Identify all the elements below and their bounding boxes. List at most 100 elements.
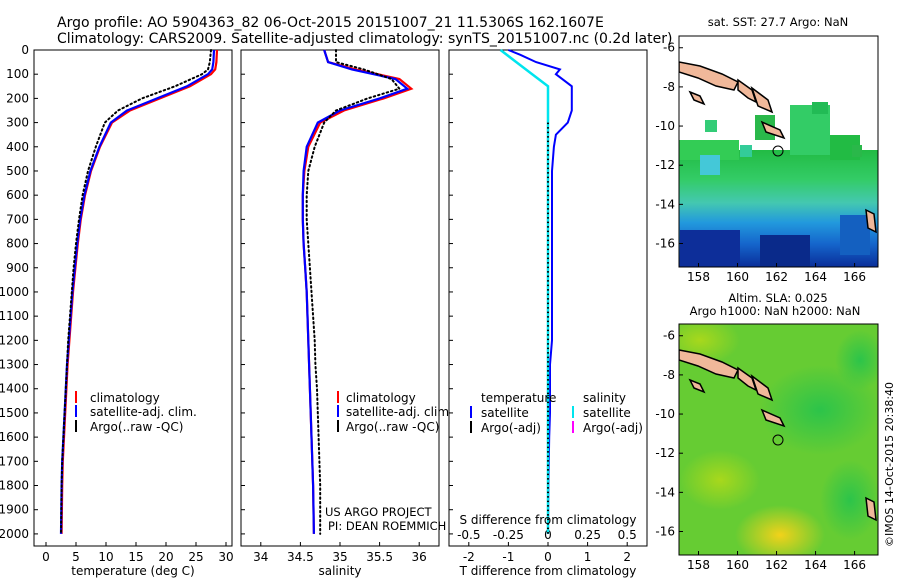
x-tick-label: 0: [42, 550, 50, 564]
map-x-tick-label: 166: [843, 270, 866, 284]
y-tick-label: 500: [6, 164, 29, 178]
diff-salinity-satellite-line: [499, 49, 550, 534]
sla-land-solomon-main: [679, 349, 740, 379]
x-tick-label: 10: [98, 550, 113, 564]
map-y-tick-label: -16: [655, 237, 675, 251]
y-tick-label: 1200: [0, 333, 29, 347]
legend-swatch-climatology-s: [337, 391, 339, 403]
x-tick-label: 20: [158, 550, 173, 564]
difference-panel: -2 -1 0 1 2 -0.5 -0.25 0 0.25 0.5 S difference fr…: [448, 49, 648, 578]
sla-field-low-east: [835, 330, 878, 390]
y-tick-label: 0: [21, 43, 29, 57]
y-tick-label: 1500: [0, 406, 29, 420]
s-diff-tick-label: 0.25: [574, 528, 601, 542]
sla-map-ticks: 158 160 162 164 166 -6 -8 -10 -12 -14 -16: [655, 329, 866, 572]
x-tick-label: 2: [623, 550, 631, 564]
y-tick-label: 1700: [0, 454, 29, 468]
y-tick-label: 1600: [0, 430, 29, 444]
sst-land-solomon-c: [750, 85, 774, 114]
difference-series: [499, 49, 573, 534]
y-tick-label: 2000: [0, 527, 29, 541]
sst-map-title: sat. SST: 27.7 Argo: NaN: [708, 15, 849, 29]
map-y-tick-label: -16: [655, 525, 675, 539]
x-tick-label: 1: [584, 550, 592, 564]
sst-land-solomon-main: [679, 61, 740, 91]
difference-xticks: -2 -1 0 1 2 -0.5 -0.25 0 0.25 0.5: [457, 528, 637, 564]
sla-land-solomon-b: [737, 366, 758, 392]
map-x-tick-label: 162: [765, 558, 788, 572]
map-x-tick-label: 164: [804, 270, 827, 284]
x-tick-label: 30: [218, 550, 233, 564]
map-y-tick-label: -8: [663, 80, 675, 94]
legend-label-t-argo: Argo(-adj): [481, 421, 541, 435]
map-x-tick-label: 162: [765, 270, 788, 284]
y-tick-label: 200: [6, 91, 29, 105]
map-x-tick-label: 160: [726, 270, 749, 284]
temperature-series: [59, 49, 219, 535]
legend-swatch-s-satellite: [572, 406, 574, 418]
sla-land-vanuatu: [865, 496, 877, 522]
legend-label-s-satellite: satellite: [583, 406, 631, 420]
y-tick-label: 800: [6, 237, 29, 251]
sst-land-makira: [688, 90, 706, 106]
series-satellite-adj-clim--line: [301, 49, 410, 534]
salinity-xticks: 34 34.5 35 35.5 36: [253, 542, 427, 564]
sla-argo-location-marker: [772, 434, 784, 446]
legend-label-satellite-adj: satellite-adj. clim.: [90, 405, 197, 419]
x-tick-label: 34.5: [287, 550, 314, 564]
temperature-panel: 0100200300400500600700800900100011001200…: [0, 43, 234, 578]
x-tick-label: 35.5: [366, 550, 393, 564]
figure-title-line1: Argo profile: AO 5904363_82 06-Oct-2015 …: [57, 15, 604, 31]
temperature-xticks: 0 5 10 15 20 25 30: [42, 542, 234, 564]
legend-label-climatology-s: climatology: [346, 391, 416, 405]
temperature-xlabel: temperature (deg C): [71, 564, 194, 578]
map-y-tick-label: -6: [663, 41, 675, 55]
legend-swatch-t-satellite: [470, 406, 472, 418]
x-tick-label: 36: [412, 550, 427, 564]
pi-label: PI: DEAN ROEMMICH: [328, 519, 446, 533]
sst-field-patch-k: [760, 235, 810, 267]
salinity-xlabel: salinity: [318, 564, 361, 578]
temperature-legend: climatology satellite-adj. clim. Argo(..…: [75, 391, 197, 434]
imos-watermark: ©IMOS 14-Oct-2015 20:38:40: [883, 382, 896, 547]
sst-map-ticks: 158 160 162 164 166 -6 -8 -10 -12 -14 -16: [655, 41, 866, 284]
difference-xlabel: T difference from climatology: [459, 564, 637, 578]
s-diff-tick-label: -0.5: [457, 528, 480, 542]
legend-header-temperature: temperature: [481, 391, 556, 405]
sla-land-solomon-c: [750, 373, 774, 402]
sla-map-title-line1: Altim. SLA: 0.025: [728, 291, 827, 305]
temperature-axes-frame: [33, 49, 233, 547]
sla-field-low-southeast: [820, 460, 878, 540]
sla-field-low-centre: [760, 365, 878, 455]
legend-swatch-argo: [75, 420, 77, 432]
map-y-tick-label: -6: [663, 329, 675, 343]
difference-legend: temperature salinity satellite Argo(-adj…: [470, 391, 643, 435]
legend-label-argo-s: Argo(..raw -QC): [346, 420, 439, 434]
s-diff-tick-label: -0.25: [493, 528, 524, 542]
sla-field-high-south: [735, 505, 825, 555]
map-y-tick-label: -10: [655, 119, 675, 133]
sst-land-guadalcanal: [760, 120, 786, 140]
x-tick-label: 34: [253, 550, 268, 564]
diff-temperature-satellite-line: [508, 49, 573, 534]
sla-map: Altim. SLA: 0.025 Argo h1000: NaN h2000:…: [655, 291, 879, 572]
legend-label-climatology: climatology: [90, 391, 160, 405]
sst-field-patch-h: [740, 145, 752, 157]
sst-field-patch-e: [812, 102, 828, 114]
y-tick-label: 1000: [0, 285, 29, 299]
sst-land-solomon-b: [737, 78, 758, 104]
project-label: US ARGO PROJECT: [325, 505, 433, 519]
figure-title-line2: Climatology: CARS2009. Satellite-adjuste…: [57, 31, 672, 47]
legend-label-t-satellite: satellite: [481, 406, 529, 420]
legend-swatch-satellite-adj: [75, 405, 77, 417]
x-tick-label: -2: [463, 550, 475, 564]
x-tick-label: -1: [502, 550, 514, 564]
sst-map: sat. SST: 27.7 Argo: NaN 158 160 162: [655, 15, 879, 284]
y-tick-label: 1100: [0, 309, 29, 323]
temperature-yticks: 0 100 200 300 400 500 600 700 800 900 1000 1100 1200…: [0, 43, 38, 541]
s-diff-tick-label: 0: [544, 528, 552, 542]
map-y-tick-label: -12: [655, 158, 675, 172]
sst-field-patch-j: [680, 230, 740, 267]
legend-label-argo: Argo(..raw -QC): [90, 420, 183, 434]
